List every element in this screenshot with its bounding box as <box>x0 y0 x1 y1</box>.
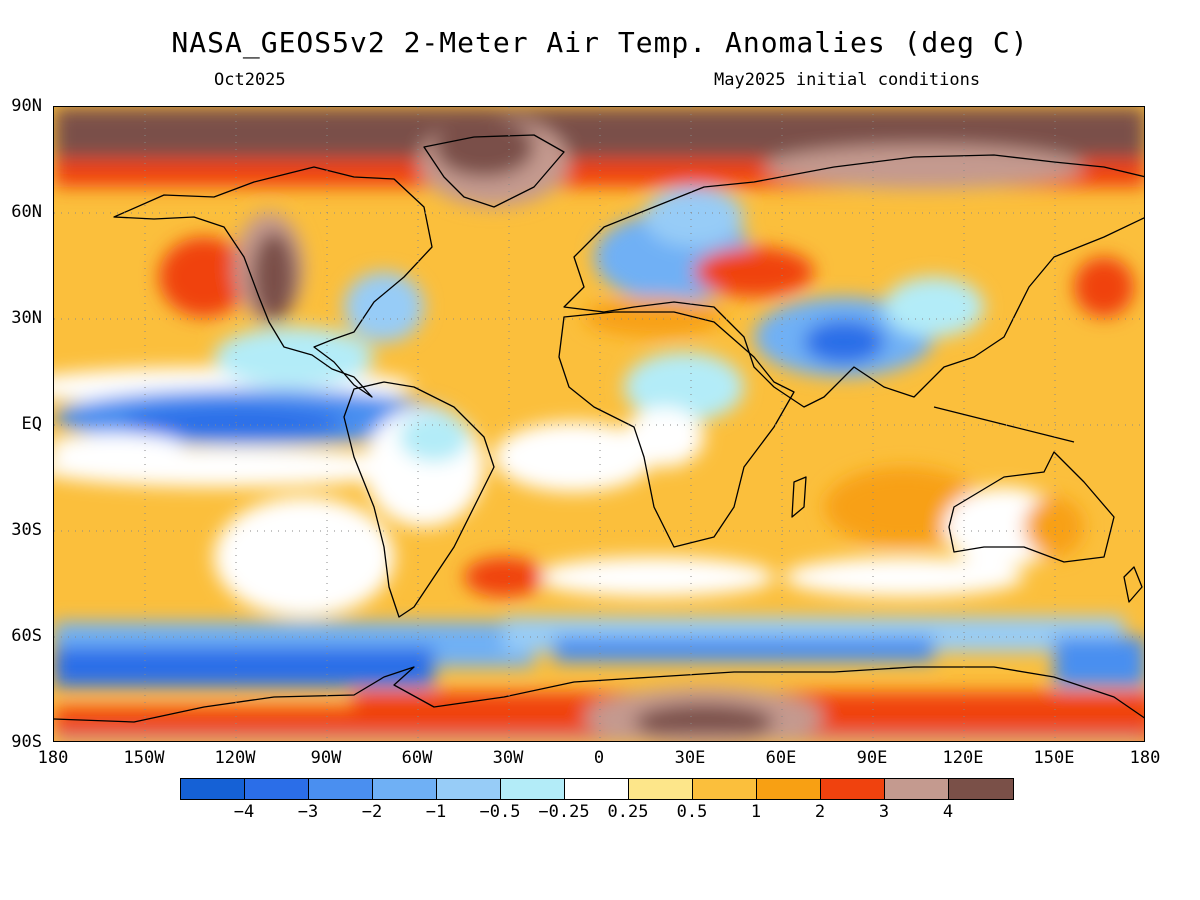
coast-antarctica <box>54 666 1144 723</box>
coast-new-zealand <box>1123 566 1143 603</box>
colorbar-swatch <box>629 779 693 799</box>
colorbar-tick-label: 1 <box>750 802 762 822</box>
anomaly-map <box>53 106 1145 742</box>
colorbar-tick-label: −2 <box>361 802 383 822</box>
colorbar-tick-label: −0.25 <box>538 802 590 822</box>
graticule <box>54 107 1144 741</box>
init-conditions-label: May2025 initial conditions <box>714 70 981 90</box>
colorbar-tick-label: 2 <box>814 802 826 822</box>
colorbar-tick-label: −1 <box>425 802 447 822</box>
colorbar-swatch <box>181 779 245 799</box>
coast-eurasia <box>563 154 1144 408</box>
lon-label: 150E <box>1033 748 1075 768</box>
coast-indonesia <box>933 406 1075 443</box>
coast-greenland <box>423 134 565 208</box>
coastlines <box>54 134 1144 723</box>
lon-label: 0 <box>593 748 605 768</box>
colorbar-tick-label: 0.25 <box>607 802 649 822</box>
colorbar-swatch <box>373 779 437 799</box>
coast-madagascar <box>791 476 807 518</box>
lon-label: 120W <box>214 748 256 768</box>
lat-label: 60S <box>11 626 42 646</box>
colorbar-tick-label: 3 <box>878 802 890 822</box>
colorbar-tick-label: −0.5 <box>479 802 521 822</box>
map-title: NASA_GEOS5v2 2-Meter Air Temp. Anomalies… <box>171 26 1029 59</box>
colorbar-swatch <box>245 779 309 799</box>
lat-label: 90N <box>11 96 42 116</box>
lon-label: 90E <box>856 748 888 768</box>
colorbar <box>180 778 1014 800</box>
colorbar-swatch <box>309 779 373 799</box>
coast-north-america <box>113 166 433 398</box>
colorbar-swatch <box>949 779 1013 799</box>
colorbar-tick-label: 4 <box>942 802 954 822</box>
colorbar-swatch <box>565 779 629 799</box>
lon-label: 90W <box>310 748 342 768</box>
lat-label: 90S <box>11 732 42 752</box>
coast-australia <box>948 451 1115 563</box>
colorbar-swatch <box>693 779 757 799</box>
lon-label: 60W <box>401 748 433 768</box>
lon-label: 30E <box>674 748 706 768</box>
colorbar-tick-label: 0.5 <box>676 802 708 822</box>
colorbar-swatch <box>821 779 885 799</box>
lat-label: EQ <box>21 414 42 434</box>
colorbar-swatch <box>757 779 821 799</box>
colorbar-swatch <box>501 779 565 799</box>
lat-label: 30S <box>11 520 42 540</box>
colorbar-tick-label: −3 <box>297 802 319 822</box>
colorbar-swatch <box>437 779 501 799</box>
coast-south-america <box>343 381 495 618</box>
lon-label: 30W <box>492 748 524 768</box>
colorbar-swatch <box>885 779 949 799</box>
anomaly-map-canvas <box>54 107 1144 741</box>
lon-label: 120E <box>942 748 984 768</box>
lon-label: 60E <box>765 748 797 768</box>
lat-label: 30N <box>11 308 42 328</box>
lon-label: 180 <box>37 748 69 768</box>
lat-label: 60N <box>11 202 42 222</box>
valid-month-label: Oct2025 <box>214 70 286 90</box>
colorbar-tick-label: −4 <box>233 802 255 822</box>
coast-africa <box>558 311 795 548</box>
lon-label: 180 <box>1129 748 1161 768</box>
anomaly-field <box>54 107 1144 741</box>
lon-label: 150W <box>123 748 165 768</box>
